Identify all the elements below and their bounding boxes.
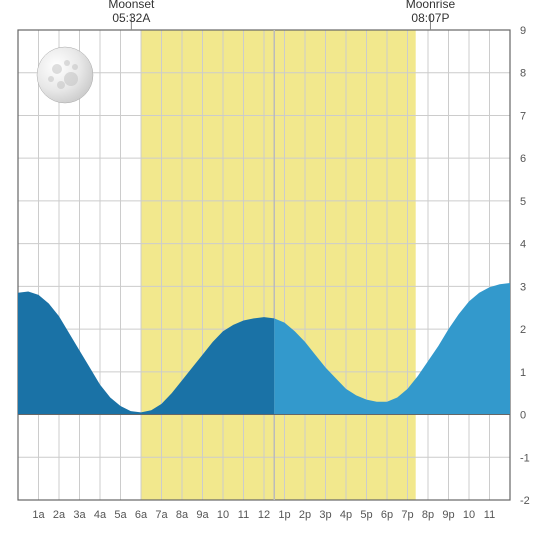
x-tick-label: 2a <box>53 509 66 521</box>
y-tick-label: 8 <box>520 68 526 80</box>
y-tick-label: 2 <box>520 324 526 336</box>
y-tick-label: 9 <box>520 25 526 37</box>
y-tick-label: 6 <box>520 153 526 165</box>
x-tick-label: 12 <box>258 509 270 521</box>
x-tick-label: 8p <box>422 509 434 521</box>
x-tick-label: 1a <box>32 509 45 521</box>
y-tick-label: 3 <box>520 281 526 293</box>
x-tick-label: 10 <box>463 509 475 521</box>
x-tick-label: 5a <box>114 509 127 521</box>
x-tick-label: 5p <box>360 509 372 521</box>
x-tick-label: 6a <box>135 509 148 521</box>
x-tick-label: 7p <box>401 509 413 521</box>
x-tick-label: 3p <box>319 509 331 521</box>
x-tick-label: 10 <box>217 509 229 521</box>
y-tick-label: 5 <box>520 196 526 208</box>
x-tick-label: 9p <box>442 509 454 521</box>
moonset-time: 05:32A <box>112 11 150 25</box>
x-tick-label: 11 <box>484 509 495 521</box>
moonrise-time: 08:07P <box>411 11 449 25</box>
chart-svg: 1a2a3a4a5a6a7a8a9a1011121p2p3p4p5p6p7p8p… <box>0 0 550 550</box>
y-tick-label: 4 <box>520 239 526 251</box>
x-tick-label: 4a <box>94 509 107 521</box>
x-tick-label: 7a <box>155 509 168 521</box>
x-tick-label: 1p <box>278 509 290 521</box>
y-tick-label: 7 <box>520 110 526 122</box>
y-tick-label: -1 <box>520 452 530 464</box>
moonrise-label: Moonrise <box>406 0 456 11</box>
moonset-label: Moonset <box>108 0 155 11</box>
x-tick-label: 6p <box>381 509 393 521</box>
y-tick-label: 1 <box>520 367 526 379</box>
x-tick-label: 4p <box>340 509 352 521</box>
x-tick-label: 9a <box>196 509 209 521</box>
x-tick-label: 8a <box>176 509 189 521</box>
y-tick-label: -2 <box>520 495 530 507</box>
y-tick-label: 0 <box>520 410 526 422</box>
moon-icon <box>37 47 93 103</box>
tide-chart: 1a2a3a4a5a6a7a8a9a1011121p2p3p4p5p6p7p8p… <box>0 0 550 550</box>
x-tick-label: 11 <box>238 509 249 521</box>
x-tick-label: 2p <box>299 509 311 521</box>
x-tick-label: 3a <box>73 509 86 521</box>
